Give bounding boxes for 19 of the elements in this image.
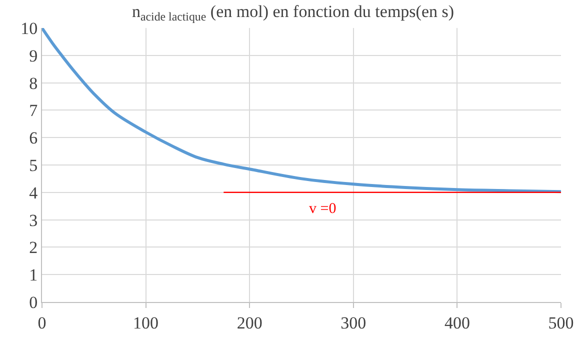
annotation: v =0	[309, 201, 336, 217]
chart-title: n$_{acide lactique}$ (en mol) en fonction du temps(en s)	[132, 2, 454, 24]
y-tick-label: 5	[29, 156, 38, 175]
x-tick-label: 100	[133, 313, 159, 332]
y-tick-label: 4	[29, 183, 38, 202]
y-tick-label: 7	[29, 101, 38, 120]
x-tick-label: 200	[236, 313, 262, 332]
x-tick-label: 500	[548, 313, 574, 332]
y-tick-label: 0	[29, 292, 38, 312]
y-tick-label: 6	[29, 128, 38, 148]
y-tick-label: 9	[29, 46, 38, 66]
x-tick-label: 300	[340, 313, 366, 332]
x-tick-label: 400	[444, 313, 470, 332]
y-tick-label: 2	[29, 238, 38, 258]
y-tick-label: 10	[20, 18, 38, 38]
line-series	[42, 28, 561, 194]
y-tick-label: 1	[29, 266, 38, 285]
y-tick-label: 8	[29, 74, 38, 93]
y-tick-label: 3	[29, 210, 38, 230]
